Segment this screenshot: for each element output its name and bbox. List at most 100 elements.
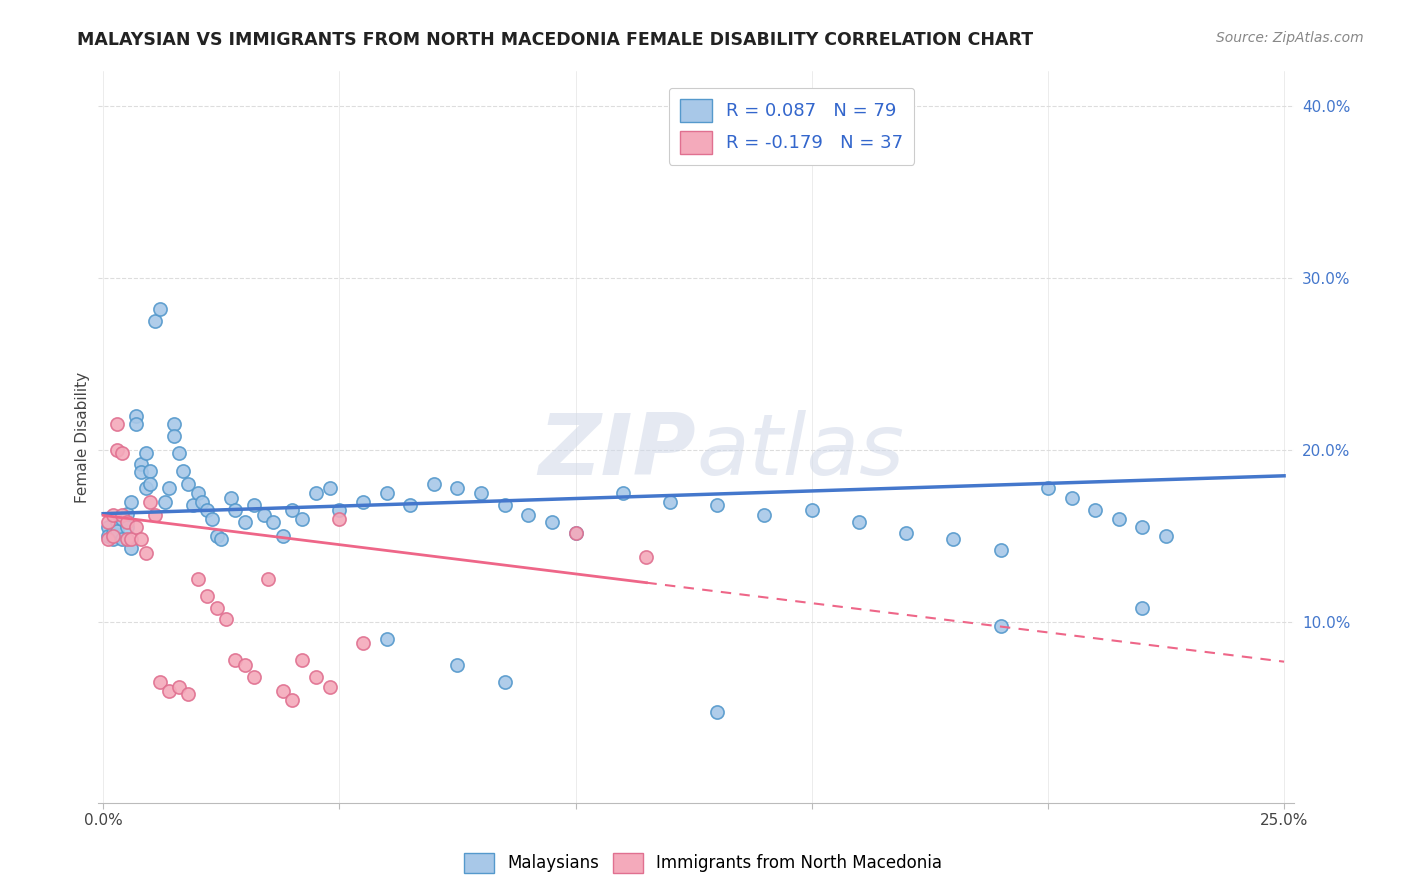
Point xyxy=(181,498,204,512)
Point xyxy=(97,516,120,530)
Point xyxy=(224,653,246,667)
Legend: Malaysians, Immigrants from North Macedonia: Malaysians, Immigrants from North Macedo… xyxy=(457,847,949,880)
Point xyxy=(121,541,143,555)
Point xyxy=(446,658,468,673)
Point xyxy=(352,494,374,508)
Point xyxy=(848,516,870,530)
Point xyxy=(205,601,228,615)
Point xyxy=(446,481,468,495)
Point xyxy=(101,533,124,547)
Point xyxy=(163,417,186,432)
Point xyxy=(97,520,120,534)
Text: ZIP: ZIP xyxy=(538,410,696,493)
Point xyxy=(706,498,728,512)
Point xyxy=(111,508,134,523)
Point xyxy=(177,687,200,701)
Point xyxy=(659,494,682,508)
Point xyxy=(121,494,143,508)
Point xyxy=(706,705,728,719)
Point xyxy=(990,618,1012,632)
Point xyxy=(105,442,128,457)
Point xyxy=(157,684,180,698)
Point xyxy=(328,512,350,526)
Point xyxy=(800,503,823,517)
Point xyxy=(163,429,186,443)
Point xyxy=(177,477,200,491)
Point xyxy=(143,314,166,328)
Point xyxy=(271,684,294,698)
Point xyxy=(209,533,232,547)
Point xyxy=(129,533,152,547)
Point xyxy=(139,477,162,491)
Point xyxy=(101,529,124,543)
Point xyxy=(305,486,328,500)
Point xyxy=(990,542,1012,557)
Point xyxy=(754,508,776,523)
Point xyxy=(139,494,162,508)
Point xyxy=(143,508,166,523)
Text: atlas: atlas xyxy=(696,410,904,493)
Point xyxy=(101,508,124,523)
Point xyxy=(172,464,194,478)
Point xyxy=(564,525,586,540)
Point xyxy=(233,516,256,530)
Point xyxy=(205,529,228,543)
Point xyxy=(612,486,634,500)
Point xyxy=(243,670,266,684)
Point xyxy=(105,417,128,432)
Point xyxy=(111,512,134,526)
Point xyxy=(125,409,148,423)
Point xyxy=(191,494,214,508)
Point xyxy=(139,464,162,478)
Point xyxy=(129,466,152,480)
Point xyxy=(111,533,134,547)
Text: MALAYSIAN VS IMMIGRANTS FROM NORTH MACEDONIA FEMALE DISABILITY CORRELATION CHART: MALAYSIAN VS IMMIGRANTS FROM NORTH MACED… xyxy=(77,31,1033,49)
Y-axis label: Female Disability: Female Disability xyxy=(75,371,90,503)
Point xyxy=(494,498,516,512)
Point xyxy=(1154,529,1177,543)
Point xyxy=(97,533,120,547)
Point xyxy=(243,498,266,512)
Point xyxy=(153,494,176,508)
Point xyxy=(195,503,218,517)
Point xyxy=(896,525,918,540)
Point xyxy=(125,417,148,432)
Point xyxy=(105,524,128,538)
Point xyxy=(1130,601,1153,615)
Point xyxy=(636,549,658,564)
Point xyxy=(564,525,586,540)
Point xyxy=(167,681,190,695)
Point xyxy=(319,481,342,495)
Point xyxy=(375,486,398,500)
Point xyxy=(129,457,152,471)
Point xyxy=(305,670,328,684)
Point xyxy=(541,516,564,530)
Point xyxy=(187,572,209,586)
Point xyxy=(253,508,276,523)
Point xyxy=(149,675,172,690)
Text: Source: ZipAtlas.com: Source: ZipAtlas.com xyxy=(1216,31,1364,45)
Point xyxy=(271,529,294,543)
Point xyxy=(290,512,312,526)
Legend: R = 0.087   N = 79, R = -0.179   N = 37: R = 0.087 N = 79, R = -0.179 N = 37 xyxy=(669,87,914,165)
Point xyxy=(1130,520,1153,534)
Point xyxy=(115,516,138,530)
Point xyxy=(125,520,148,534)
Point xyxy=(121,533,143,547)
Point xyxy=(105,516,128,530)
Point xyxy=(328,503,350,517)
Point xyxy=(1108,512,1130,526)
Point xyxy=(215,612,238,626)
Point xyxy=(290,653,312,667)
Point xyxy=(942,533,965,547)
Point xyxy=(115,533,138,547)
Point xyxy=(157,481,180,495)
Point xyxy=(352,636,374,650)
Point xyxy=(375,632,398,647)
Point xyxy=(224,503,246,517)
Point xyxy=(1060,491,1083,505)
Point xyxy=(423,477,446,491)
Point xyxy=(494,675,516,690)
Point xyxy=(135,446,157,460)
Point xyxy=(101,525,124,540)
